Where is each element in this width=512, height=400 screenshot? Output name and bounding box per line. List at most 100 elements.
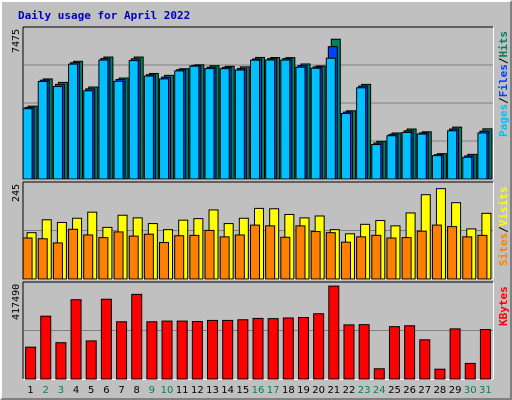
bar-pages-day-9 xyxy=(143,75,154,180)
bar-sites-day-21 xyxy=(325,232,336,280)
bar-sites-day-6 xyxy=(98,237,109,280)
bar-kbytes-day-4 xyxy=(70,299,82,380)
bar-sites-day-24 xyxy=(371,234,382,280)
x-tick-label-day-18: 18 xyxy=(282,385,295,396)
bar-pages-day-15 xyxy=(234,69,245,180)
ymax-label-middle: 245 xyxy=(11,183,22,202)
bar-kbytes-day-16 xyxy=(252,317,264,380)
bar-pages-day-13 xyxy=(204,68,215,180)
bar-kbytes-day-24 xyxy=(373,368,385,380)
bar-kbytes-day-29 xyxy=(449,328,461,380)
bar-sites-day-4 xyxy=(68,228,79,280)
bar-sites-day-7 xyxy=(113,231,124,280)
bar-sites-day-13 xyxy=(204,229,215,280)
bar-kbytes-day-21 xyxy=(328,285,340,380)
x-tick-label-day-20: 20 xyxy=(312,385,325,396)
legend-middle-part-2: Visits xyxy=(497,186,510,227)
bar-kbytes-day-7 xyxy=(116,321,128,380)
legend-top-part-4: Hits xyxy=(497,31,510,58)
bar-pages-day-11 xyxy=(174,70,185,180)
bar-sites-day-28 xyxy=(431,224,442,280)
x-tick-label-day-2: 2 xyxy=(43,385,49,396)
bar-kbytes-day-6 xyxy=(100,298,112,380)
bar-kbytes-day-15 xyxy=(237,319,249,380)
x-tick-label-day-21: 21 xyxy=(327,385,340,396)
x-tick-label-day-27: 27 xyxy=(418,385,431,396)
x-tick-label-day-30: 30 xyxy=(464,385,477,396)
x-tick-label-day-24: 24 xyxy=(373,385,386,396)
bar-pages-day-5 xyxy=(83,90,94,180)
x-tick-label-day-9: 9 xyxy=(149,385,155,396)
bar-kbytes-day-22 xyxy=(343,324,355,380)
bar-pages-day-22 xyxy=(340,112,351,180)
x-tick-label-day-5: 5 xyxy=(88,385,94,396)
ymax-label-bottom: 417490 xyxy=(11,283,22,320)
legend-middle-part-1: / xyxy=(497,226,510,233)
x-tick-label-day-29: 29 xyxy=(449,385,462,396)
bar-kbytes-day-14 xyxy=(222,319,234,380)
x-tick-label-day-15: 15 xyxy=(236,385,249,396)
bar-kbytes-day-2 xyxy=(40,315,52,380)
bar-sites-day-25 xyxy=(386,237,397,280)
bar-kbytes-day-12 xyxy=(191,321,203,380)
x-tick-label-day-23: 23 xyxy=(358,385,371,396)
bar-pages-day-6 xyxy=(98,59,109,180)
bar-kbytes-day-10 xyxy=(161,320,173,380)
bar-pages-day-30 xyxy=(462,156,473,180)
bar-kbytes-day-3 xyxy=(55,342,67,380)
legend-top-part-1: / xyxy=(497,97,510,104)
bar-kbytes-day-27 xyxy=(419,339,431,380)
bar-pages-day-3 xyxy=(52,86,63,180)
bar-pages-day-17 xyxy=(265,59,276,180)
bar-sites-day-10 xyxy=(159,242,170,280)
bar-sites-day-16 xyxy=(250,224,260,280)
bar-sites-day-8 xyxy=(128,235,139,280)
bar-sites-day-2 xyxy=(37,238,48,280)
bar-kbytes-day-25 xyxy=(388,326,400,380)
bar-sites-day-15 xyxy=(234,234,245,280)
bar-sites-day-23 xyxy=(356,236,367,280)
legend-top-part-3: / xyxy=(497,57,510,65)
bar-pages-day-8 xyxy=(128,60,139,180)
x-tick-label-day-31: 31 xyxy=(479,385,492,396)
bar-kbytes-day-18 xyxy=(282,317,294,380)
bar-kbytes-day-17 xyxy=(267,318,279,380)
x-tick-label-day-28: 28 xyxy=(434,385,447,396)
bar-sites-day-9 xyxy=(143,233,154,280)
bar-kbytes-day-5 xyxy=(85,340,97,380)
bar-pages-day-4 xyxy=(68,63,79,180)
legend-bottom: KBytes xyxy=(497,286,510,326)
bar-sites-day-14 xyxy=(219,236,230,280)
bar-sites-day-30 xyxy=(462,236,473,280)
legend-bottom-part-0: KBytes xyxy=(497,286,510,326)
x-tick-label-day-6: 6 xyxy=(103,385,109,396)
x-tick-label-day-4: 4 xyxy=(73,385,79,396)
bar-sites-day-29 xyxy=(447,226,458,280)
bar-kbytes-day-31 xyxy=(479,329,491,380)
bar-sites-day-20 xyxy=(310,231,321,280)
x-tick-label-day-7: 7 xyxy=(118,385,124,396)
chart-title: Daily usage for April 2022 xyxy=(18,9,191,22)
bar-pages-day-12 xyxy=(189,65,200,180)
bar-pages-day-28 xyxy=(431,155,442,180)
bar-pages-day-10 xyxy=(159,78,170,180)
bar-pages-day-18 xyxy=(280,59,291,180)
x-tick-label-day-13: 13 xyxy=(206,385,219,396)
bar-pages-day-25 xyxy=(386,135,397,180)
bar-sites-day-11 xyxy=(174,235,185,280)
bar-kbytes-day-9 xyxy=(146,321,158,380)
x-tick-label-day-16: 16 xyxy=(252,385,265,396)
x-tick-label-day-14: 14 xyxy=(221,385,234,396)
bar-sites-day-19 xyxy=(295,225,306,280)
bar-sites-day-22 xyxy=(340,241,351,280)
bar-sites-day-18 xyxy=(280,236,291,280)
x-tick-label-day-22: 22 xyxy=(343,385,356,396)
bar-sites-day-5 xyxy=(83,234,94,280)
legend-middle: Sites/Visits xyxy=(497,187,510,267)
bar-pages-day-19 xyxy=(295,66,306,180)
legend-top: Pages/Files/Hits xyxy=(497,31,510,137)
legend-top-part-0: Pages xyxy=(497,103,510,137)
bar-sites-day-1 xyxy=(22,237,33,280)
